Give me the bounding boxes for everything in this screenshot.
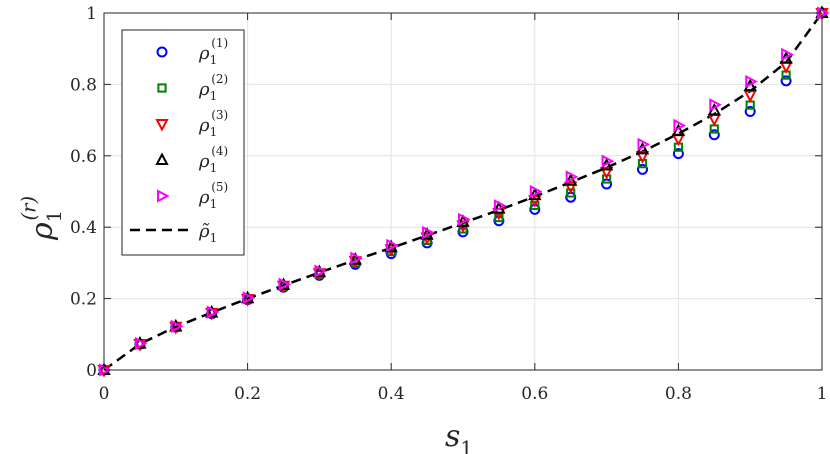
data-point xyxy=(350,251,363,265)
legend-label: ρ1(2) xyxy=(198,72,228,103)
data-point xyxy=(170,319,184,334)
data-point xyxy=(458,212,471,227)
data-point xyxy=(529,184,543,199)
data-point xyxy=(206,305,220,319)
data-point xyxy=(494,212,504,223)
data-point xyxy=(637,163,648,175)
data-point xyxy=(601,154,615,168)
data-point xyxy=(564,181,578,195)
series-5 xyxy=(99,6,830,377)
data-point xyxy=(673,118,687,133)
data-point xyxy=(781,47,794,62)
legend-label: ρ1(5) xyxy=(198,180,228,211)
data-point xyxy=(635,151,650,164)
data-point xyxy=(134,336,148,351)
x-tick-label: 0.4 xyxy=(378,384,405,404)
legend-item-reference: ρ̃1 xyxy=(130,221,217,245)
data-point xyxy=(528,195,542,208)
legend-marker xyxy=(157,189,170,203)
data-point xyxy=(565,170,579,184)
y-tick-label: 1 xyxy=(86,4,97,24)
data-point xyxy=(242,291,256,305)
y-tick-label: 0.4 xyxy=(70,218,97,238)
data-point xyxy=(530,200,540,211)
data-point xyxy=(99,363,112,377)
data-point xyxy=(386,238,399,253)
legend-label: ρ1(4) xyxy=(198,144,228,175)
y-axis-label-text: ρ1(r) xyxy=(18,196,67,241)
y-tick-label: 0 xyxy=(86,361,97,381)
data-point xyxy=(780,75,792,87)
data-point xyxy=(314,264,328,278)
data-point xyxy=(528,187,542,201)
data-point xyxy=(745,74,758,89)
data-point xyxy=(493,199,507,213)
legend-box xyxy=(121,29,245,256)
x-tick-label: 0.6 xyxy=(521,384,548,404)
legend-label: ρ1(3) xyxy=(198,108,228,139)
axis-ticks: 0 0.2 0.4 0.6 0.8 1 0 0.2 0.4 0.6 0.8 1 xyxy=(70,4,827,404)
data-point xyxy=(709,98,722,112)
legend-label: ρ̃1 xyxy=(198,221,217,245)
x-tick-label: 1 xyxy=(817,384,828,404)
y-tick-label: 0.8 xyxy=(70,75,97,95)
x-tick-label: 0 xyxy=(99,384,110,404)
data-point xyxy=(312,264,327,278)
y-tick-label: 0.2 xyxy=(70,290,97,310)
data-point xyxy=(599,166,614,180)
data-point xyxy=(205,304,219,318)
legend-item: ρ1(5) xyxy=(157,180,228,211)
y-axis-label: ρ1(r) xyxy=(18,196,67,241)
legend-item: ρ1(2) xyxy=(157,72,228,103)
x-axis-label: s1 xyxy=(445,419,473,454)
legend-marker xyxy=(155,152,169,165)
x-axis-label-text: s1 xyxy=(445,419,473,454)
plot-frame xyxy=(103,12,823,371)
legend-item: ρ1(4) xyxy=(155,144,228,175)
data-point xyxy=(422,225,435,240)
data-point xyxy=(672,148,684,160)
data-point xyxy=(278,277,292,291)
data-point xyxy=(744,106,756,118)
legend-item: ρ1(1) xyxy=(156,36,228,67)
data-point xyxy=(566,188,576,198)
legend-marker xyxy=(157,83,167,93)
legend-label: ρ1(1) xyxy=(198,36,228,67)
y-tick-label: 0.6 xyxy=(70,147,97,167)
data-point xyxy=(708,129,720,141)
data-point xyxy=(240,290,255,304)
legend-marker xyxy=(155,119,169,132)
data-point xyxy=(637,137,651,152)
x-tick-label: 0.8 xyxy=(665,384,692,404)
legend: ρ1(1) ρ1(2) ρ1(3) ρ1(4) ρ1(5) ρ̃1 xyxy=(121,29,245,256)
x-tick-label: 0.2 xyxy=(234,384,261,404)
legend-item: ρ1(3) xyxy=(155,108,228,139)
data-markers xyxy=(97,5,830,378)
y-axis-label-group: ρ1(r) xyxy=(18,196,67,241)
legend-marker xyxy=(156,46,168,58)
data-point xyxy=(276,277,291,291)
